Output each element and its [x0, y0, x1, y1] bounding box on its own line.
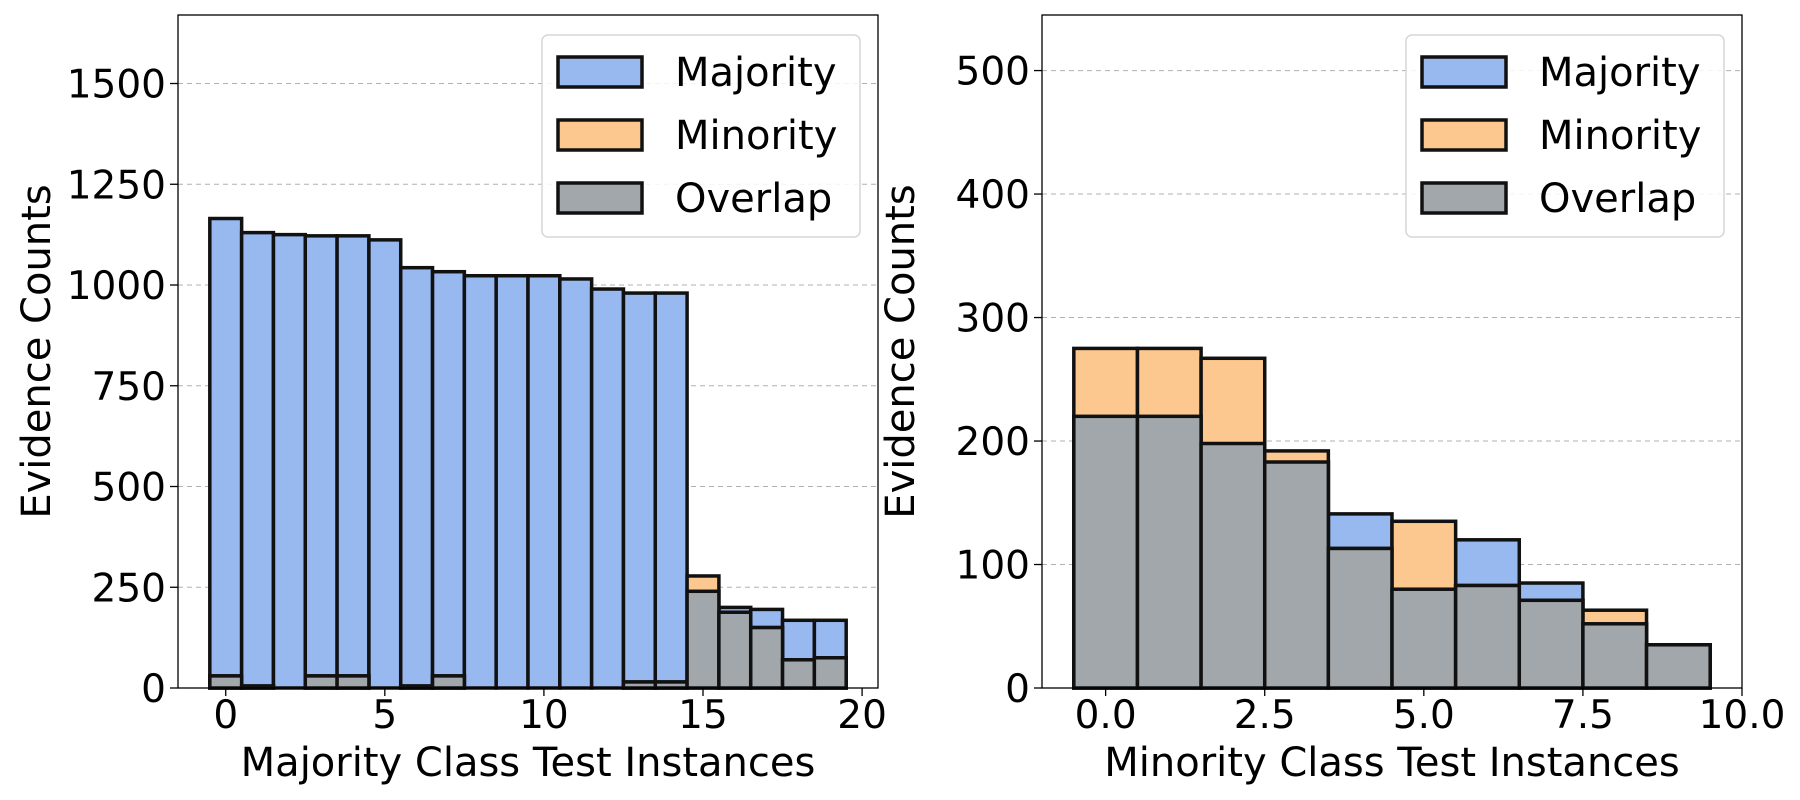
- chart-1-y-tick-label: 200: [956, 420, 1030, 465]
- chart-0-majority-bar-3: [303, 234, 339, 690]
- chart-1-overlap-bar-4: [1326, 546, 1394, 690]
- chart-0-overlap-bar-14: [653, 680, 689, 690]
- chart-0-y-tick-label: 0: [141, 667, 166, 712]
- chart-1-overlap-bar-2: [1199, 441, 1267, 690]
- majority-histogram-panel: 0 250 500 750 1000 1250 1500 0 5 10 15 20 Majority C…: [14, 14, 887, 786]
- chart-0-majority-bar-0: [208, 216, 244, 690]
- chart-1-overlap-bar-0: [1072, 414, 1140, 690]
- chart-0-y-tick-label: 500: [92, 466, 166, 511]
- chart-1-overlap-bar-8: [1581, 622, 1649, 690]
- chart-1-plot-frame: [1041, 14, 1743, 689]
- chart-0-legend-swatch-minority: [556, 118, 644, 152]
- chart-0-x-tick-label: 10: [519, 693, 569, 738]
- chart-0-y-tick-label: 1250: [67, 163, 166, 208]
- chart-0-majority-bar-4: [335, 234, 371, 690]
- chart-1-overlap-bar-7: [1517, 598, 1585, 690]
- chart-1-y-tick-label: 400: [956, 173, 1030, 218]
- chart-0-legend-swatch-overlap: [556, 181, 644, 215]
- chart-0-x-tick-label: 5: [372, 693, 397, 738]
- chart-1-x-axis-label: Minority Class Test Instances: [1104, 740, 1680, 786]
- chart-1-overlap-bar-9: [1644, 643, 1712, 690]
- chart-0-overlap-bar-17: [748, 625, 785, 690]
- chart-0-overlap-bar-3: [303, 674, 339, 690]
- chart-0-majority-bar-14: [653, 291, 689, 690]
- chart-1-y-tick-label: 100: [956, 544, 1030, 589]
- chart-1-x-tick-label: 5.0: [1393, 693, 1455, 738]
- chart-0-majority-bar-7: [430, 269, 467, 690]
- chart-0-y-tick-label: 1500: [67, 63, 166, 108]
- chart-0-legend-label-overlap: Overlap: [675, 176, 832, 222]
- chart-0-overlap-bar-13: [621, 680, 658, 690]
- chart-0-x-tick-label: 20: [837, 693, 887, 738]
- chart-1-overlap-bar-1: [1135, 414, 1203, 690]
- minority-histogram-panel: 0 100 200 300 400 500 0.0 2.5 5.0 7.5 10.0 Minority…: [878, 14, 1786, 786]
- chart-0-overlap-bar-18: [780, 658, 817, 690]
- chart-1-x-tick-label: 10.0: [1699, 693, 1786, 738]
- chart-0-overlap-bar-0: [208, 674, 244, 690]
- chart-0-majority-bar-12: [589, 287, 626, 690]
- chart-1-legend-swatch-overlap: [1420, 181, 1508, 215]
- chart-0-x-tick-label: 15: [678, 693, 728, 738]
- chart-0-majority-bar-1: [239, 230, 276, 690]
- chart-0-majority-bar-5: [367, 238, 403, 690]
- chart-1-overlap-bar-3: [1262, 460, 1331, 690]
- chart-1-y-axis-label: Evidence Counts: [878, 184, 924, 518]
- chart-1-x-tick-label: 2.5: [1234, 693, 1296, 738]
- chart-1-x-tick-label: 0.0: [1075, 693, 1137, 738]
- chart-0-y-axis-label: Evidence Counts: [14, 184, 60, 518]
- chart-1-y-tick-label: 500: [956, 50, 1030, 95]
- chart-0-x-axis-label: Majority Class Test Instances: [241, 740, 816, 786]
- chart-1-legend-swatch-majority: [1420, 55, 1508, 89]
- chart-0-overlap-bar-7: [430, 674, 467, 690]
- chart-0-overlap-bar-4: [335, 674, 371, 690]
- chart-1-x-tick-label: 7.5: [1552, 693, 1614, 738]
- chart-0-majority-bar-8: [462, 273, 498, 690]
- chart-0-y-tick-label: 250: [92, 566, 166, 611]
- chart-1-legend-label-majority: Majority: [1539, 50, 1701, 96]
- chart-0-overlap-bar-19: [812, 656, 848, 690]
- chart-0-majority-bar-2: [271, 232, 308, 690]
- chart-0-majority-bar-6: [398, 265, 435, 690]
- chart-0-overlap-bar-16: [717, 610, 753, 690]
- chart-1-y-tick-label: 0: [1005, 667, 1030, 712]
- chart-0-x-tick-label: 0: [213, 693, 238, 738]
- chart-0-majority-bar-11: [558, 277, 594, 690]
- chart-1-overlap-bar-5: [1390, 587, 1458, 690]
- chart-1-legend-label-overlap: Overlap: [1539, 176, 1696, 222]
- chart-1-legend-swatch-minority: [1420, 118, 1508, 152]
- chart-1-overlap-bar-6: [1453, 583, 1522, 690]
- chart-0-plot-frame: [177, 14, 879, 689]
- chart-1-y-tick-label: 300: [956, 297, 1030, 342]
- chart-0-majority-bar-10: [526, 273, 562, 690]
- chart-0-majority-bar-13: [621, 291, 658, 690]
- chart-0-overlap-bar-15: [685, 589, 721, 690]
- chart-0-legend-label-majority: Majority: [675, 50, 837, 96]
- chart-0-majority-bar-9: [494, 273, 530, 690]
- chart-0-y-tick-label: 750: [92, 365, 166, 410]
- chart-0-legend-swatch-majority: [556, 55, 644, 89]
- chart-0-y-tick-label: 1000: [67, 264, 166, 309]
- chart-0-legend-label-minority: Minority: [675, 113, 837, 159]
- chart-1-legend-label-minority: Minority: [1539, 113, 1701, 159]
